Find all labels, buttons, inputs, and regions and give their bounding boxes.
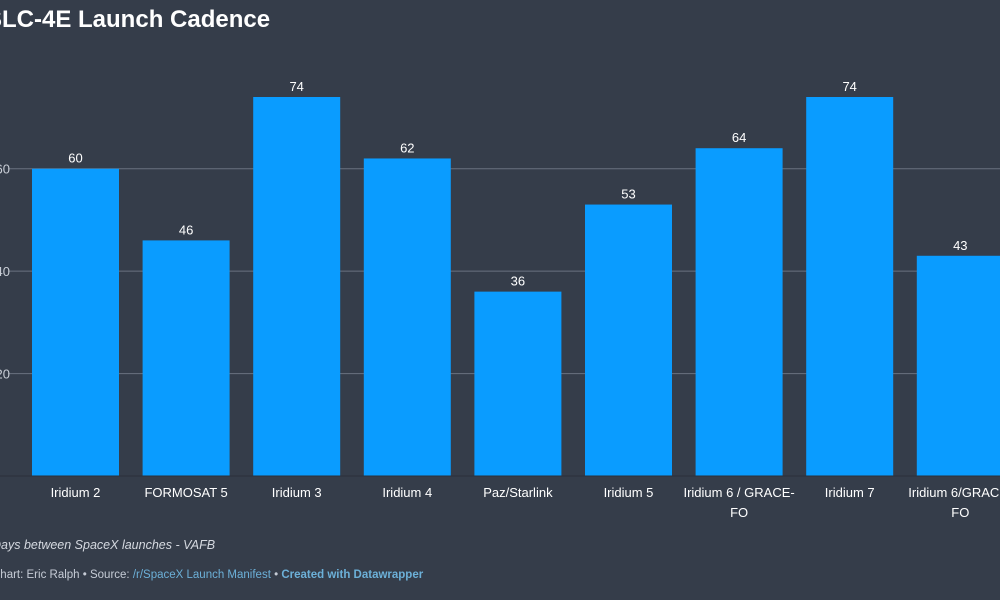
bar-value-label: 46 <box>179 222 193 237</box>
bar-value-label: 60 <box>68 151 82 166</box>
x-tick-label: Paz/Starlink <box>483 485 553 500</box>
x-tick-label: Iridium 6 / GRACE- <box>683 485 794 500</box>
bars <box>32 97 1000 476</box>
bar-value-label: 53 <box>621 187 635 202</box>
x-tick-label: FO <box>730 505 748 520</box>
source-link[interactable]: /r/SpaceX Launch Manifest <box>132 569 271 581</box>
chart-footer: Chart: Eric Ralph • Source: /r/SpaceX La… <box>0 569 423 581</box>
footer-separator: • <box>79 569 90 581</box>
chart-note: Days between SpaceX launches - VAFB <box>0 538 216 552</box>
x-tick-label: Iridium 6/GRACE- <box>908 485 1000 500</box>
x-axis-ticks: Iridium 2 FORMOSAT 5 Iridium 3 Iridium 4 Paz… <box>51 485 1000 520</box>
chart-title: SLC-4E Launch Cadence <box>0 6 271 33</box>
x-tick-label: Iridium 2 <box>51 485 101 500</box>
bar <box>32 168 119 476</box>
bar-value-label: 62 <box>400 140 414 155</box>
bar <box>585 204 672 476</box>
bar <box>806 97 894 476</box>
chart-credit: Chart: Eric Ralph <box>0 569 80 581</box>
bar-value-label: 74 <box>289 79 303 94</box>
footer-separator: • <box>270 569 282 581</box>
x-tick-label: Iridium 5 <box>604 485 654 500</box>
datawrapper-link[interactable]: Created with Datawrapper <box>281 569 424 581</box>
x-tick-label: FO <box>951 505 969 520</box>
bar <box>253 97 341 476</box>
x-tick-label: Iridium 3 <box>272 485 322 500</box>
y-tick-label: 40 <box>0 264 10 279</box>
y-tick-label: 60 <box>0 162 10 177</box>
y-tick-label: 20 <box>0 367 10 382</box>
x-tick-label: FORMOSAT 5 <box>144 485 227 500</box>
y-axis-ticks: 20 40 60 <box>0 162 10 382</box>
bar <box>474 291 562 476</box>
bar <box>142 240 230 476</box>
bar <box>695 148 783 476</box>
bar-value-label: 36 <box>511 274 525 289</box>
source-label: Source: <box>89 569 133 581</box>
bar-value-label: 64 <box>732 130 746 145</box>
bar <box>916 255 1000 476</box>
data-labels: 60 46 74 62 36 53 64 74 43 <box>68 79 967 289</box>
bar-value-label: 74 <box>842 79 856 94</box>
x-tick-label: Iridium 7 <box>825 485 875 500</box>
bar-value-label: 43 <box>953 238 967 253</box>
x-tick-label: Iridium 4 <box>382 485 432 500</box>
bar <box>363 158 451 476</box>
